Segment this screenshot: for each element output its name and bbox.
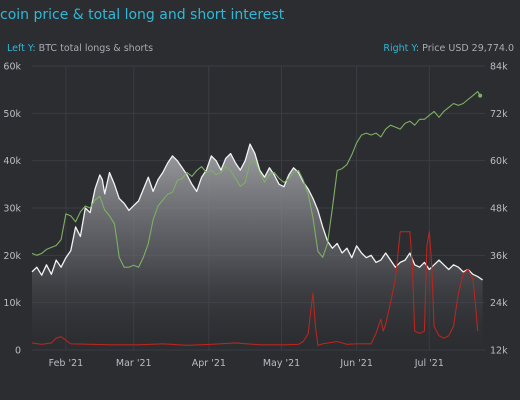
axis-captions: Left Y: BTC total longs & shorts Right Y… bbox=[0, 43, 520, 57]
shorts-line bbox=[31, 231, 479, 346]
y-left-tick-label: 20k bbox=[3, 251, 21, 262]
y-right-tick-label: 72k bbox=[490, 109, 508, 120]
chart-title: coin price & total long and short intere… bbox=[0, 7, 285, 23]
y-left-tick-label: 10k bbox=[3, 298, 21, 309]
total-interest-area bbox=[32, 144, 483, 350]
y-left-tick-label: 0 bbox=[15, 346, 21, 357]
x-tick-label: Jun '21 bbox=[339, 358, 373, 369]
x-tick-label: Apr '21 bbox=[192, 358, 226, 369]
x-tick-label: Feb '21 bbox=[49, 358, 84, 369]
price-end-point bbox=[478, 93, 483, 98]
left-axis-caption-text: BTC total longs & shorts bbox=[38, 43, 154, 54]
y-right-tick-label: 12k bbox=[490, 346, 508, 357]
x-tick-label: May '21 bbox=[263, 358, 300, 369]
x-tick-label: Mar '21 bbox=[116, 358, 152, 369]
y-right-tick-label: 60k bbox=[490, 156, 508, 167]
y-right-tick-label: 48k bbox=[490, 204, 508, 215]
left-axis-tag: Left Y: bbox=[7, 43, 36, 54]
right-axis-caption-text: Price USD 29,774.0 bbox=[422, 43, 514, 54]
y-left-tick-label: 30k bbox=[3, 204, 21, 215]
right-axis-caption: Right Y: Price USD 29,774.0 bbox=[383, 43, 514, 54]
y-right-tick-label: 84k bbox=[490, 62, 508, 73]
total-interest-line bbox=[31, 143, 483, 281]
y-right-tick-label: 36k bbox=[490, 251, 508, 262]
x-tick-label: Jul '21 bbox=[414, 358, 444, 369]
right-axis-tag: Right Y: bbox=[383, 43, 420, 54]
y-left-tick-label: 60k bbox=[3, 62, 21, 73]
price-line bbox=[31, 91, 481, 268]
series-layer bbox=[31, 91, 483, 350]
y-left-tick-label: 50k bbox=[3, 109, 21, 120]
axis-labels: 0 10k 20k 30k 40k 50k 60k 12k 24k 36k 48k 60k 72k 84k… bbox=[3, 62, 508, 370]
y-right-tick-label: 24k bbox=[490, 298, 508, 309]
y-left-tick-label: 40k bbox=[3, 156, 21, 167]
left-axis-caption: Left Y: BTC total longs & shorts bbox=[7, 43, 153, 54]
